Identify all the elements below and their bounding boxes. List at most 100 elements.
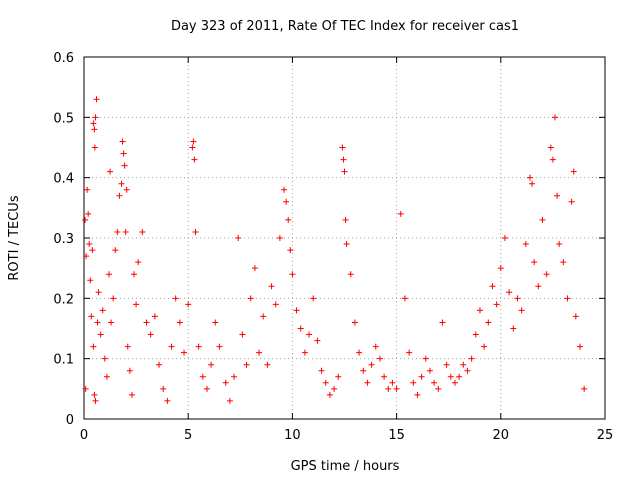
data-point [91, 391, 98, 398]
x-tick-label: 0 [80, 428, 88, 443]
data-point [97, 331, 104, 338]
data-point [526, 174, 533, 181]
data-point [191, 156, 198, 163]
data-point [439, 319, 446, 326]
data-point [364, 379, 371, 386]
data-point [572, 313, 579, 320]
data-point [168, 343, 175, 350]
data-point [343, 241, 350, 248]
data-point [88, 313, 95, 320]
data-point [139, 228, 146, 235]
data-point [347, 271, 354, 278]
y-tick-labels: 0 0.1 0.2 0.3 0.4 0.5 0.6 [53, 51, 74, 428]
data-point [381, 373, 388, 380]
data-point [306, 331, 313, 338]
data-point [539, 216, 546, 223]
data-point [118, 180, 125, 187]
data-point [493, 301, 500, 308]
data-point [339, 144, 346, 151]
data-point [123, 186, 130, 193]
data-point [133, 301, 140, 308]
data-point [126, 367, 133, 374]
data-point [372, 343, 379, 350]
data-point [297, 325, 304, 332]
data-point [522, 241, 529, 248]
data-point [351, 319, 358, 326]
data-point [208, 361, 215, 368]
data-point [147, 331, 154, 338]
data-point [510, 325, 517, 332]
data-point [472, 331, 479, 338]
data-point [108, 319, 115, 326]
data-point [247, 295, 254, 302]
data-point [172, 295, 179, 302]
data-point [335, 373, 342, 380]
data-point [216, 343, 223, 350]
data-point [110, 295, 117, 302]
data-point [560, 259, 567, 266]
data-point [283, 198, 290, 205]
y-tick-label: 0.2 [53, 292, 74, 307]
data-point [122, 228, 129, 235]
data-point [89, 247, 96, 254]
data-point [107, 168, 114, 175]
data-point [82, 385, 89, 392]
data-point [581, 385, 588, 392]
data-point [192, 228, 199, 235]
data-point [106, 271, 113, 278]
data-point [418, 373, 425, 380]
data-point [276, 235, 283, 241]
data-point [368, 361, 375, 368]
y-tick-label: 0.6 [53, 51, 74, 66]
data-point [543, 271, 550, 278]
data-point [568, 198, 575, 205]
data-point [410, 379, 417, 386]
data-point [251, 265, 258, 272]
data-point [195, 343, 202, 350]
data-point [222, 379, 229, 386]
data-point [535, 283, 542, 290]
data-point [101, 355, 108, 362]
data-point [322, 379, 329, 386]
data-point [326, 391, 333, 398]
data-point [156, 361, 163, 368]
data-point [226, 397, 233, 404]
data-point [264, 361, 271, 368]
data-point [203, 385, 210, 392]
data-point [94, 319, 101, 326]
data-point [176, 319, 183, 326]
data-point [414, 391, 421, 398]
data-point [447, 373, 454, 380]
data-point [120, 150, 127, 157]
data-point [91, 144, 98, 151]
data-point [570, 168, 577, 175]
data-point [93, 96, 100, 103]
data-point [341, 168, 348, 175]
data-point [518, 307, 525, 314]
x-tick-label: 20 [493, 428, 510, 443]
data-point [481, 343, 488, 350]
data-point [554, 192, 561, 199]
data-point [464, 367, 471, 374]
data-point [99, 307, 106, 314]
data-point [431, 379, 438, 386]
data-point [451, 379, 458, 386]
data-point [119, 138, 126, 145]
data-point [529, 180, 536, 187]
data-point [547, 144, 554, 151]
data-point [460, 361, 467, 368]
data-point [285, 216, 292, 223]
data-point [281, 186, 288, 193]
data-point [260, 313, 267, 320]
data-point [103, 373, 110, 380]
x-tick-label: 10 [284, 428, 301, 443]
data-point [185, 301, 192, 308]
data-point [476, 307, 483, 314]
data-point [235, 235, 242, 241]
data-point [268, 283, 275, 290]
data-point [556, 241, 563, 248]
y-tick-label: 0.1 [53, 353, 74, 368]
data-point [92, 397, 99, 404]
data-point [289, 271, 296, 278]
